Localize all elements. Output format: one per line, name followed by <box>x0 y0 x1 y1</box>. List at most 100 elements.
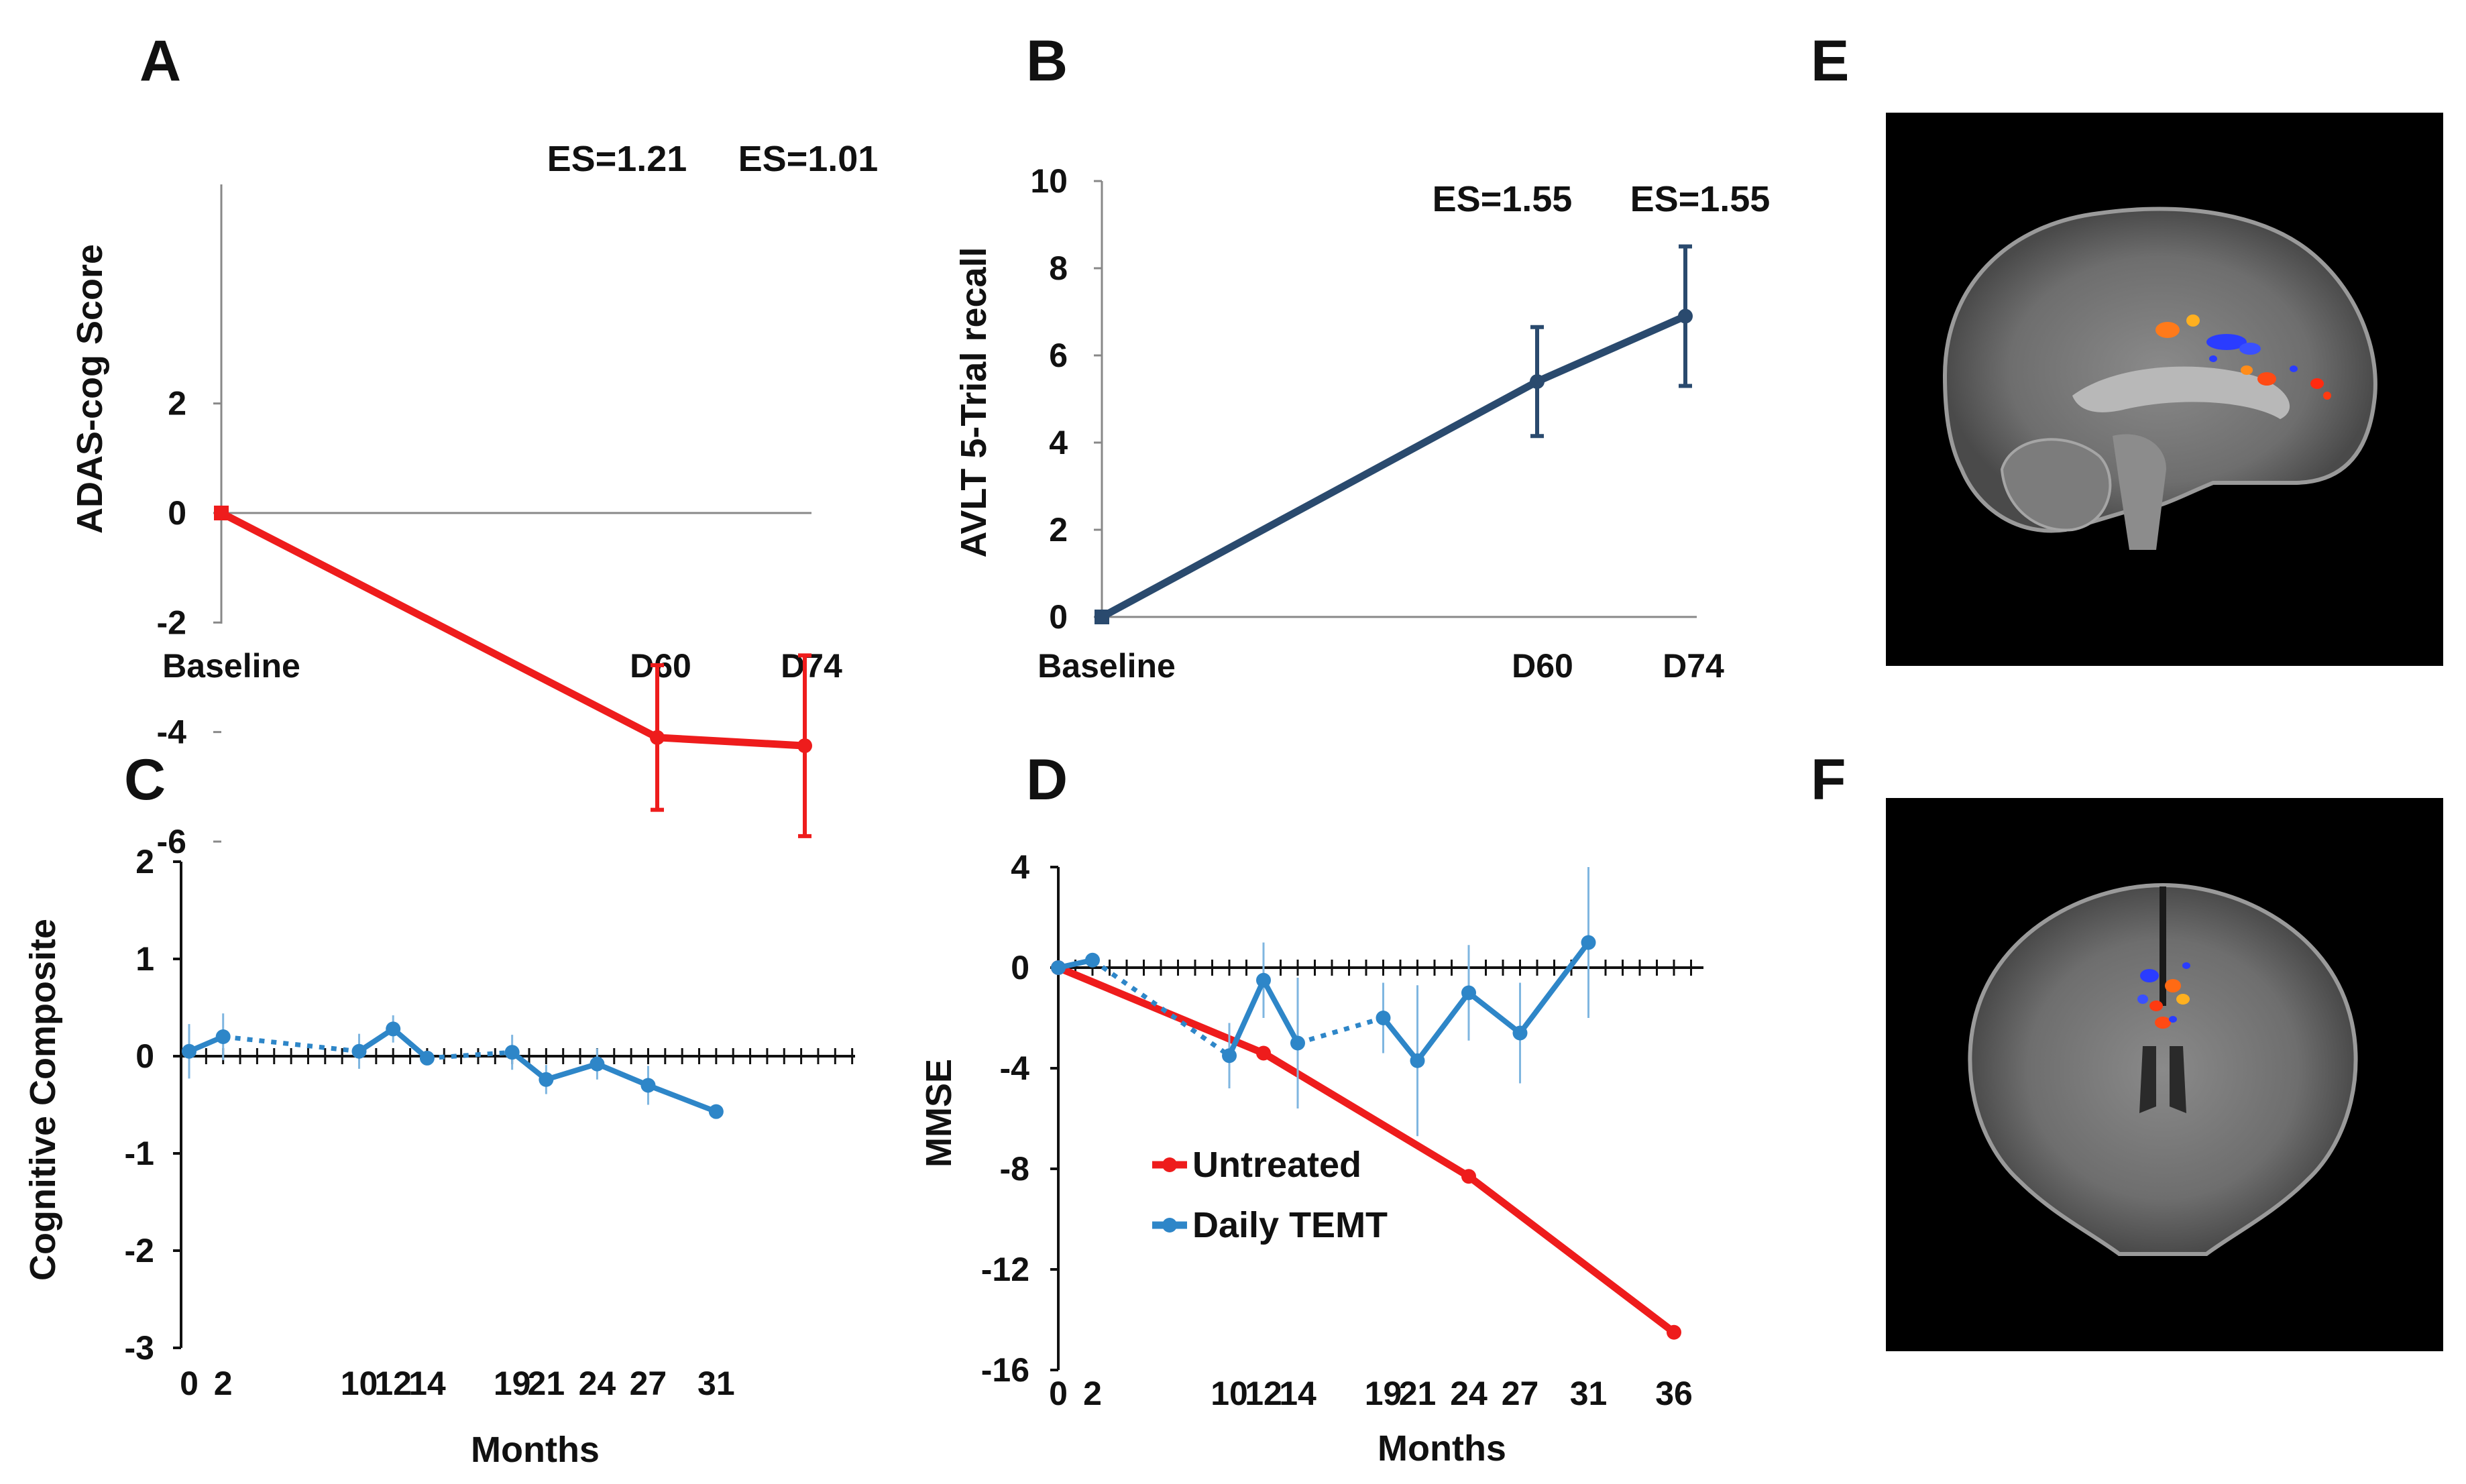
chart-d-temt-point <box>1051 960 1066 975</box>
panel-letter-f: F <box>1811 748 1846 812</box>
legend-label-untreated: Untreated <box>1192 1145 1361 1185</box>
chart-d-x-tick-label: 14 <box>1279 1375 1316 1412</box>
chart-a-point <box>650 730 665 745</box>
brain-coronal-image <box>1886 798 2443 1351</box>
chart-a-y-tick-label: -2 <box>157 604 186 641</box>
chart-a-series-line <box>219 510 805 750</box>
chart-d-x-tick-label: 12 <box>1245 1375 1282 1412</box>
chart-c-x-tick-label: 24 <box>579 1365 616 1402</box>
chart-c-y-tick-label: -2 <box>125 1232 154 1269</box>
chart-c-x-tick-label: 14 <box>408 1365 446 1402</box>
chart-d-untreated-point <box>1256 1045 1271 1061</box>
chart-a-y-tick-label: -4 <box>157 714 187 751</box>
chart-b-y-tick-label: 2 <box>1049 511 1068 549</box>
chart-c-x-tick-label: 10 <box>341 1365 378 1402</box>
chart-a-y-tick-label: 0 <box>168 494 186 532</box>
chart-b-axes <box>1101 181 1697 618</box>
chart-b-y-tick-label: 4 <box>1049 424 1068 461</box>
chart-d-y-label: MMSE <box>919 1059 959 1167</box>
chart-c-x-tick-label: 21 <box>528 1365 565 1402</box>
chart-a-y-tick-label: 2 <box>168 385 186 422</box>
chart-d-x-label: Months <box>1378 1428 1506 1469</box>
chart-c-point <box>708 1104 724 1119</box>
chart-d-temt-line-segment <box>1518 941 1591 1035</box>
legend-marker-daily-temt <box>1162 1218 1177 1233</box>
chart-c-dotted-segment <box>427 1049 512 1061</box>
chart-d-temt-line-segment <box>1467 990 1522 1035</box>
chart-d-y-ticks: -16 -12 -8 -4 0 4 <box>981 848 1058 1389</box>
chart-c-point <box>182 1043 197 1059</box>
legend-label-daily-temt: Daily TEMT <box>1192 1205 1388 1245</box>
chart-c-x-tick-label: 2 <box>214 1365 233 1402</box>
chart-a-x-ticks: Baseline D60 D74 <box>162 647 842 685</box>
chart-c-point <box>640 1078 656 1093</box>
chart-d-y-tick-label: -8 <box>1000 1150 1029 1188</box>
chart-d-temt-point <box>1256 972 1271 988</box>
chart-d-y-tick-label: -4 <box>1000 1049 1030 1087</box>
chart-d-x-tick-label: 21 <box>1399 1375 1437 1412</box>
panel-letter-d: D <box>1026 748 1068 812</box>
chart-c-line-segment <box>545 1061 598 1082</box>
brain-coronal-activation <box>2137 962 2190 1029</box>
chart-c-y-tick-label: 0 <box>135 1037 154 1075</box>
chart-d-temt-point <box>1222 1048 1237 1064</box>
chart-c-marks <box>182 1013 724 1119</box>
chart-d-untreated-point <box>1667 1324 1681 1340</box>
chart-d-temt-point <box>1085 952 1100 968</box>
chart-a-y-label: ADAS-cog Score <box>70 244 110 534</box>
brain-sagittal-image <box>1886 113 2443 666</box>
chart-a: -6 -4 -2 0 2 Baseline D60 D74 ADAS-cog Score E… <box>70 139 878 860</box>
chart-c-y-ticks: -3 -2 -1 0 1 2 <box>125 843 181 1367</box>
chart-a-es-d74: ES=1.01 <box>738 139 879 179</box>
chart-b-x-tick-label: Baseline <box>1038 647 1176 685</box>
chart-c-y-tick-label: -1 <box>125 1135 154 1172</box>
chart-d-untreated-point <box>1461 1169 1476 1184</box>
chart-d-temt-line-segment <box>1381 1016 1420 1063</box>
chart-b-y-tick-label: 6 <box>1049 337 1068 374</box>
chart-d-x-tick-label: 31 <box>1570 1375 1608 1412</box>
chart-b-x-tick-label: D60 <box>1512 647 1573 685</box>
chart-b-y-tick-label: 8 <box>1049 249 1068 287</box>
chart-b-y-label: AVLT 5-Trial recall <box>954 247 994 557</box>
chart-d-x-tick-label: 10 <box>1211 1375 1248 1412</box>
chart-b-point <box>1678 308 1693 324</box>
chart-c-point <box>351 1043 367 1059</box>
brain-sagittal-cerebellum <box>2000 438 2112 532</box>
chart-c-x-tick-label: 12 <box>374 1365 412 1402</box>
chart-b-y-ticks: 0 2 4 6 8 10 <box>1030 162 1102 636</box>
chart-d-temt-point <box>1512 1025 1528 1041</box>
chart-b-y-tick-label: 0 <box>1049 598 1068 636</box>
chart-c-y-tick-label: 2 <box>135 843 154 880</box>
chart-d-x-tick-label: 0 <box>1049 1375 1068 1412</box>
chart-b-point <box>1095 610 1109 624</box>
chart-c-point <box>590 1056 605 1072</box>
chart-c-line-segment <box>391 1027 429 1060</box>
chart-d-x-tick-label: 27 <box>1502 1375 1539 1412</box>
chart-d-temt-dotted-segment <box>1090 958 1231 1058</box>
chart-d-temt-point <box>1376 1011 1391 1025</box>
chart-c-line-segment <box>596 1061 649 1088</box>
chart-d-temt-point <box>1290 1035 1305 1051</box>
chart-b-es-d74: ES=1.55 <box>1630 179 1771 219</box>
chart-c-point <box>386 1021 401 1037</box>
chart-a-point <box>797 738 812 754</box>
chart-a-es-d60: ES=1.21 <box>547 139 687 179</box>
chart-d-axes <box>1057 867 1703 1370</box>
chart-c-x-tick-label: 31 <box>697 1365 735 1402</box>
panel-letter-e: E <box>1811 29 1849 93</box>
chart-c-point <box>215 1029 231 1044</box>
chart-c-y-tick-label: -3 <box>125 1329 154 1367</box>
chart-d-y-tick-label: -12 <box>981 1251 1029 1288</box>
chart-a-point <box>214 506 229 520</box>
chart-a-x-tick-label: Baseline <box>162 647 300 685</box>
chart-d-temt-point <box>1410 1053 1425 1068</box>
chart-a-y-ticks: -6 -4 -2 0 2 <box>157 385 221 860</box>
chart-c-x-tick-label: 19 <box>494 1365 531 1402</box>
chart-b-series-line <box>1100 312 1687 620</box>
chart-d-x-tick-label: 36 <box>1655 1375 1693 1412</box>
chart-d-temt-line-segment <box>1261 978 1300 1045</box>
chart-c-point <box>539 1072 554 1087</box>
